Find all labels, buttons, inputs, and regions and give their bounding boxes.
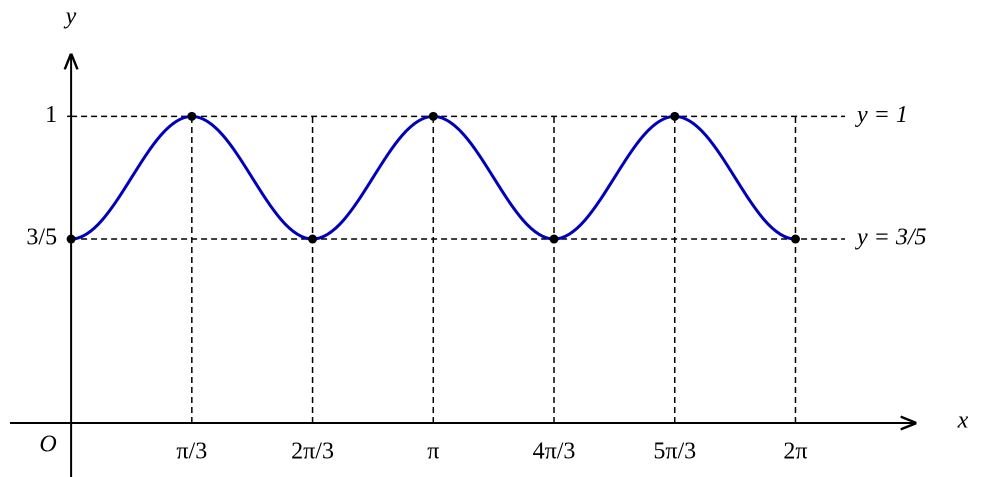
- point: [187, 111, 197, 121]
- point: [549, 234, 559, 244]
- x-tick-label: π/3: [176, 439, 207, 465]
- x-axis-label: x: [957, 408, 969, 434]
- point: [790, 234, 800, 244]
- y-tick-label: 3/5: [26, 225, 57, 251]
- x-tick-label: 2π: [783, 439, 807, 465]
- x-tick-label: π: [427, 439, 439, 465]
- y-tick-label: 1: [45, 102, 57, 128]
- reference-label: y = 3/5: [855, 225, 927, 251]
- point: [428, 111, 438, 121]
- origin-label: O: [39, 432, 56, 458]
- y-axis-label: y: [64, 4, 77, 30]
- x-tick-label: 4π/3: [533, 439, 576, 465]
- x-tick-label: 2π/3: [291, 439, 334, 465]
- x-tick-label: 5π/3: [653, 439, 696, 465]
- reference-label: y = 1: [855, 102, 908, 128]
- point: [670, 111, 680, 121]
- point: [66, 234, 76, 244]
- point: [308, 234, 318, 244]
